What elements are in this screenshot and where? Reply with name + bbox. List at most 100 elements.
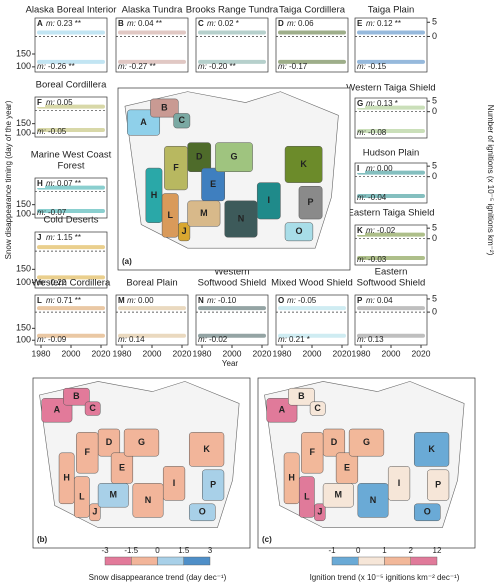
region-label: I xyxy=(398,478,401,488)
map-region xyxy=(123,428,160,457)
series-band xyxy=(198,333,266,338)
series-band xyxy=(357,105,425,110)
region-label: N xyxy=(238,213,245,223)
y-tick-label: 150 xyxy=(16,48,31,58)
panel-letter-bg xyxy=(277,296,286,305)
region-label: J xyxy=(182,226,187,236)
series-band xyxy=(198,306,266,311)
region-label: H xyxy=(151,190,158,200)
trend-prefix: m: xyxy=(366,19,375,28)
series-band xyxy=(278,333,346,338)
panel-title: Hudson Plain xyxy=(363,148,420,159)
series-band xyxy=(357,170,425,175)
panel-letter-bg xyxy=(117,296,126,305)
ign-trend: 0.02 * xyxy=(218,19,239,28)
panel-letter: G xyxy=(357,99,363,108)
ign-trend: -0.10 xyxy=(218,296,237,305)
panel-letter: P xyxy=(357,296,363,305)
ign-trend: 0.13 * xyxy=(377,99,398,108)
trend-prefix: m: xyxy=(287,19,296,28)
trend-prefix: m: xyxy=(198,62,207,71)
region-label: O xyxy=(424,507,431,517)
region-label: B xyxy=(161,102,168,112)
region-label: H xyxy=(288,473,295,483)
panel-title: Western Cordillera xyxy=(32,278,111,289)
panel-letter-bg xyxy=(356,19,365,28)
trend-prefix: m: xyxy=(46,296,55,305)
panel-frame xyxy=(354,17,428,73)
trend-prefix: m: xyxy=(127,296,136,305)
trend-prefix: m: xyxy=(366,164,375,173)
y-tick-label: 100 xyxy=(16,277,31,287)
snow-trend: 0.14 xyxy=(129,335,145,344)
panel-letter-bg xyxy=(36,98,45,107)
panel-title: Mixed Wood Shield xyxy=(271,278,353,289)
region-label: P xyxy=(308,197,314,207)
ign-trend: 0.71 ** xyxy=(57,296,81,305)
panel-letter: A xyxy=(37,19,43,28)
legend-tick: 3 xyxy=(208,546,213,555)
legend-swatch xyxy=(157,556,184,566)
region-label: H xyxy=(63,473,70,483)
panel-letter-bg xyxy=(356,99,365,108)
panel-letter-bg xyxy=(117,19,126,28)
series-band xyxy=(357,194,425,198)
x-tick-label: 2000 xyxy=(303,348,322,358)
region-label: K xyxy=(428,444,435,454)
region-label: L xyxy=(167,210,173,220)
region-label: I xyxy=(268,195,271,205)
y2-tick-label: 0 xyxy=(432,106,437,116)
map-region xyxy=(309,401,326,416)
snow-trend: -0.08 xyxy=(368,128,387,137)
legend-swatch xyxy=(384,556,411,566)
y-tick-label: 100 xyxy=(16,128,31,138)
series-band xyxy=(37,245,105,250)
trend-prefix: m: xyxy=(278,335,287,344)
legend-title: Snow disappearance trend (day dec⁻¹) xyxy=(89,573,227,582)
region-label: N xyxy=(145,495,152,505)
series-band xyxy=(278,30,346,35)
ign-trend: 0.05 xyxy=(57,98,73,107)
trend-prefix: m: xyxy=(287,296,296,305)
snow-trend: -0.07 xyxy=(48,208,67,217)
series-band xyxy=(37,185,105,190)
legend-swatch xyxy=(410,556,438,566)
map-region xyxy=(150,98,179,118)
trend-prefix: m: xyxy=(357,62,366,71)
series-band xyxy=(37,209,105,213)
series-band xyxy=(357,232,425,237)
y-label-right: Number of ignitions (x 10⁻⁵ ignitions km… xyxy=(486,105,495,256)
panel-letter: C xyxy=(198,19,204,28)
panel-title: Taiga Cordillera xyxy=(279,5,346,16)
trend-prefix: m: xyxy=(46,98,55,107)
trend-prefix: m: xyxy=(46,19,55,28)
series-band xyxy=(37,59,105,64)
map-region xyxy=(284,222,314,242)
panel-frame xyxy=(354,97,428,139)
series-band xyxy=(118,30,186,35)
legend-tick: 12 xyxy=(433,546,442,555)
legend-swatch xyxy=(131,556,158,566)
region-label: C xyxy=(314,403,321,413)
map-region xyxy=(301,432,324,474)
y-tick-label: 100 xyxy=(16,209,31,219)
trend-prefix: m: xyxy=(357,128,366,137)
panel-title: Eastern Taiga Shield xyxy=(348,208,435,219)
y2-tick-label: 5 xyxy=(432,223,437,233)
trend-prefix: m: xyxy=(366,296,375,305)
snow-trend: -0.09 xyxy=(48,335,67,344)
legend-tick: 1 xyxy=(382,546,387,555)
x-tick-label: 2020 xyxy=(333,348,352,358)
panel-frame xyxy=(34,96,108,138)
map-region xyxy=(288,387,315,406)
map-region xyxy=(413,432,450,467)
x-tick-label: 1980 xyxy=(113,348,132,358)
region-label: F xyxy=(310,447,316,457)
x-tick-label: 2000 xyxy=(382,348,401,358)
panel-title: Marine West Coast xyxy=(31,150,112,161)
region-label: M xyxy=(200,208,208,218)
panel-frame xyxy=(275,17,349,73)
trend-prefix: m: xyxy=(278,62,287,71)
x-tick-label: 2020 xyxy=(412,348,431,358)
region-label: N xyxy=(370,495,377,505)
